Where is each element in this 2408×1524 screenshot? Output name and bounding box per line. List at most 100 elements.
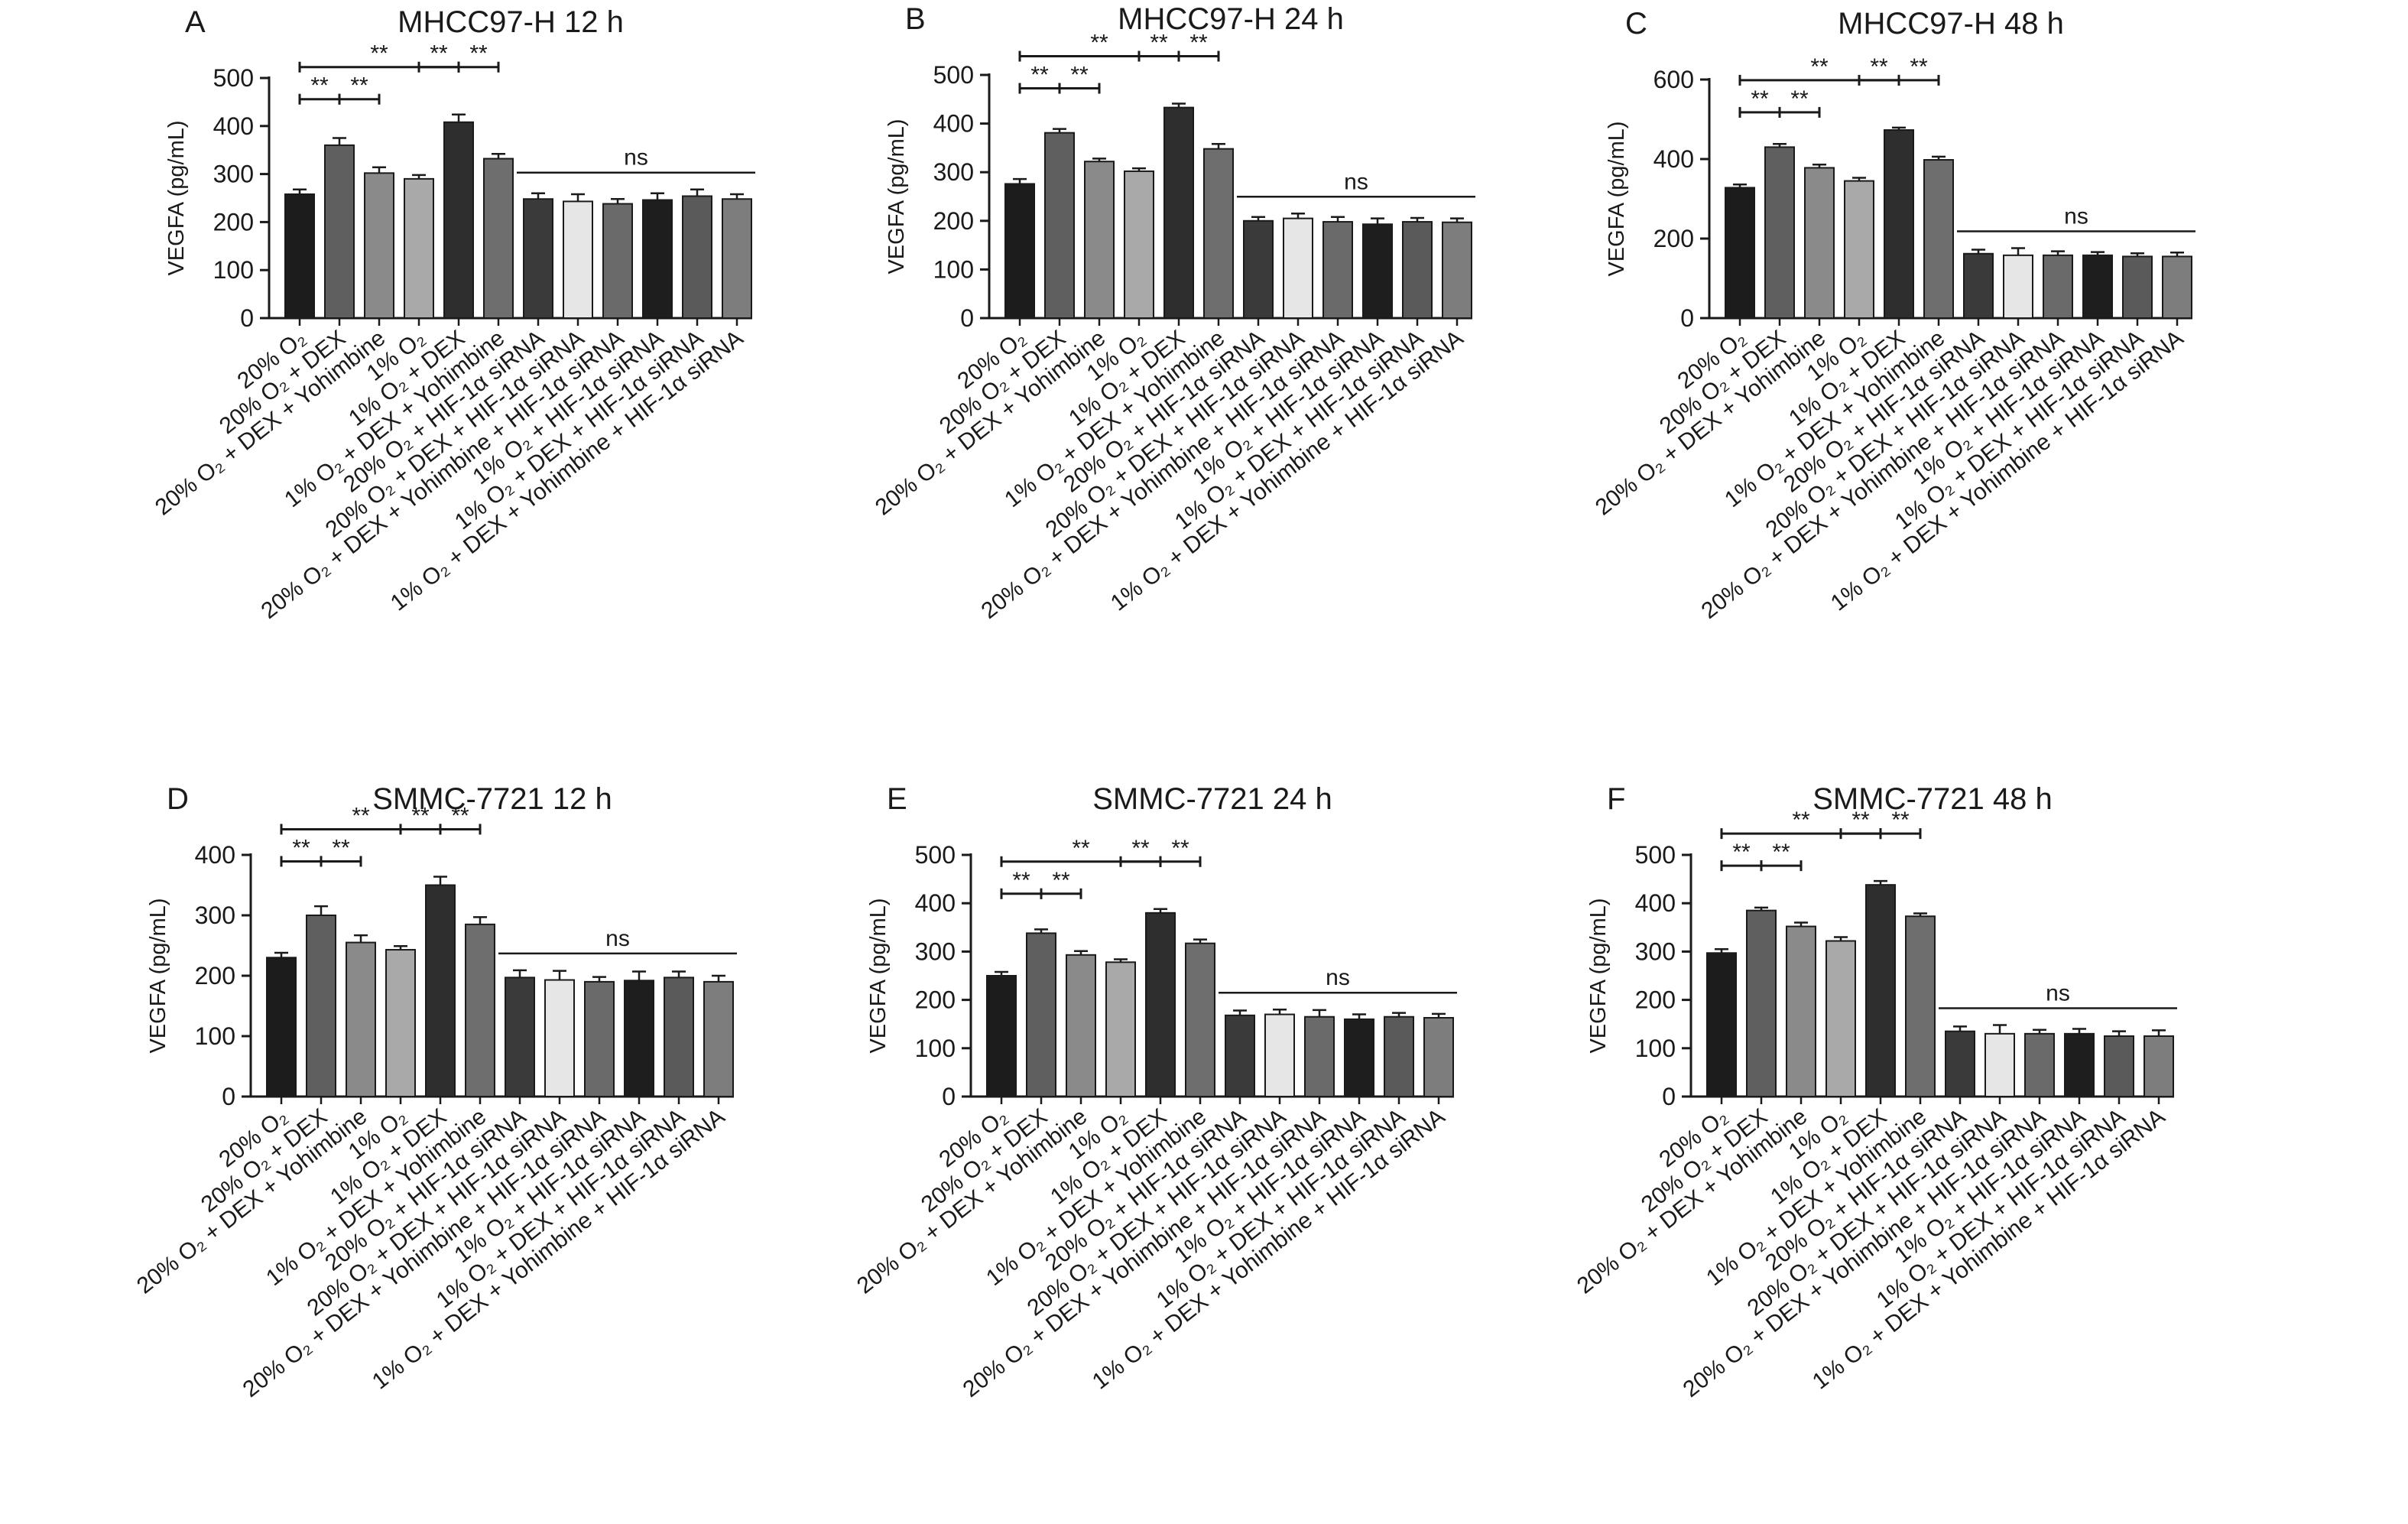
- bar: [324, 144, 355, 319]
- significance-label: **: [430, 41, 448, 67]
- significance-label: **: [411, 803, 430, 828]
- bar: [523, 198, 553, 320]
- significance-label: **: [352, 803, 370, 828]
- ns-label: ns: [1344, 169, 1368, 194]
- bar: [624, 980, 654, 1097]
- chart-title: SMMC-7721 48 h: [1812, 782, 2052, 816]
- significance-label: **: [1732, 840, 1751, 865]
- bar: [2144, 1035, 2174, 1097]
- panel-letter: E: [887, 782, 907, 816]
- ns-label: ns: [624, 145, 648, 171]
- panel-letter: C: [1625, 7, 1647, 41]
- significance-label: **: [1851, 807, 1870, 833]
- bar: [2064, 1032, 2095, 1097]
- bar: [1384, 1015, 1414, 1097]
- y-tick-label: 0: [960, 304, 974, 332]
- y-axis-label: VEGFA (pg/mL): [866, 898, 891, 1053]
- bar: [1786, 925, 1816, 1098]
- significance-label: **: [1070, 63, 1089, 88]
- bar: [1945, 1030, 1975, 1098]
- bar: [1344, 1018, 1374, 1098]
- y-axis-label: VEGFA (pg/mL): [146, 898, 170, 1053]
- panel-b: B MHCC97-H 24 h VEGFA (pg/mL) 0 100 200 300 400…: [871, 2, 1475, 624]
- y-tick-label: 300: [195, 902, 235, 929]
- panel-d: D SMMC-7721 12 h VEGFA (pg/mL) 0 100 200 300 40…: [132, 782, 737, 1402]
- bar: [1884, 129, 1914, 319]
- bar: [986, 975, 1017, 1097]
- significance-label: **: [1751, 86, 1769, 112]
- y-tick-label: 500: [1635, 841, 1676, 869]
- bar: [1185, 942, 1215, 1097]
- bar: [1865, 884, 1896, 1097]
- bar: [1905, 915, 1936, 1098]
- bar: [1084, 161, 1115, 319]
- y-tick-label: 200: [933, 207, 974, 235]
- bar: [722, 198, 752, 320]
- chart-title: SMMC-7721 12 h: [372, 782, 612, 816]
- significance-label: **: [350, 73, 368, 99]
- significance-label: **: [1910, 54, 1928, 80]
- y-tick-label: 200: [1653, 225, 1694, 252]
- bar: [364, 172, 394, 319]
- bar: [404, 177, 434, 319]
- y-tick-label: 500: [915, 841, 956, 869]
- bar: [1804, 167, 1835, 319]
- bar: [1203, 148, 1234, 319]
- bar: [1124, 170, 1154, 319]
- bar: [385, 949, 416, 1098]
- chart-title: MHCC97-H 24 h: [1118, 2, 1344, 36]
- y-tick-label: 400: [1635, 889, 1676, 917]
- bar: [2082, 254, 2113, 319]
- y-tick-label: 300: [213, 161, 254, 188]
- y-tick-label: 0: [240, 304, 254, 332]
- bar: [266, 957, 297, 1098]
- y-tick-label: 500: [213, 64, 254, 92]
- y-tick-label: 200: [1635, 986, 1676, 1014]
- bar: [346, 941, 376, 1098]
- bar: [664, 976, 694, 1097]
- bar: [2024, 1032, 2055, 1097]
- y-tick-label: 100: [195, 1022, 235, 1050]
- chart-title: MHCC97-H 48 h: [1838, 7, 2064, 41]
- y-axis-label: VEGFA (pg/mL): [884, 119, 909, 274]
- significance-label: **: [1090, 31, 1108, 56]
- significance-label: **: [469, 41, 488, 67]
- bar: [1004, 183, 1035, 319]
- bar: [1304, 1015, 1335, 1097]
- panel-letter: D: [167, 782, 189, 816]
- significance-label: **: [1131, 836, 1150, 861]
- bar: [483, 158, 514, 319]
- significance-label: **: [1012, 868, 1030, 893]
- y-tick-label: 400: [195, 841, 235, 869]
- y-tick-label: 400: [915, 889, 956, 917]
- bar: [1283, 217, 1313, 319]
- panel-letter: F: [1607, 782, 1625, 816]
- bar: [2162, 255, 2192, 319]
- significance-label: **: [1891, 807, 1910, 833]
- chart-title: MHCC97-H 12 h: [398, 5, 624, 39]
- bar: [2043, 254, 2073, 319]
- y-tick-label: 100: [1635, 1035, 1676, 1062]
- bar: [2104, 1035, 2134, 1097]
- significance-label: **: [1171, 836, 1189, 861]
- bar: [1764, 146, 1795, 319]
- bar: [1402, 221, 1433, 319]
- y-tick-label: 300: [933, 158, 974, 186]
- bar: [1322, 221, 1353, 319]
- significance-label: **: [1790, 86, 1809, 112]
- bar: [1746, 909, 1777, 1098]
- y-tick-label: 400: [933, 110, 974, 138]
- significance-label: **: [1772, 840, 1790, 865]
- bar: [1243, 219, 1274, 319]
- ns-label: ns: [2064, 203, 2088, 229]
- significance-label: **: [1052, 868, 1070, 893]
- y-tick-label: 300: [1635, 937, 1676, 965]
- significance-label: **: [1792, 807, 1810, 833]
- bar: [1923, 159, 1954, 319]
- significance-label: **: [1150, 31, 1168, 56]
- bar: [1442, 221, 1472, 320]
- bar: [642, 199, 673, 319]
- bar: [443, 121, 474, 319]
- bar: [1706, 952, 1737, 1098]
